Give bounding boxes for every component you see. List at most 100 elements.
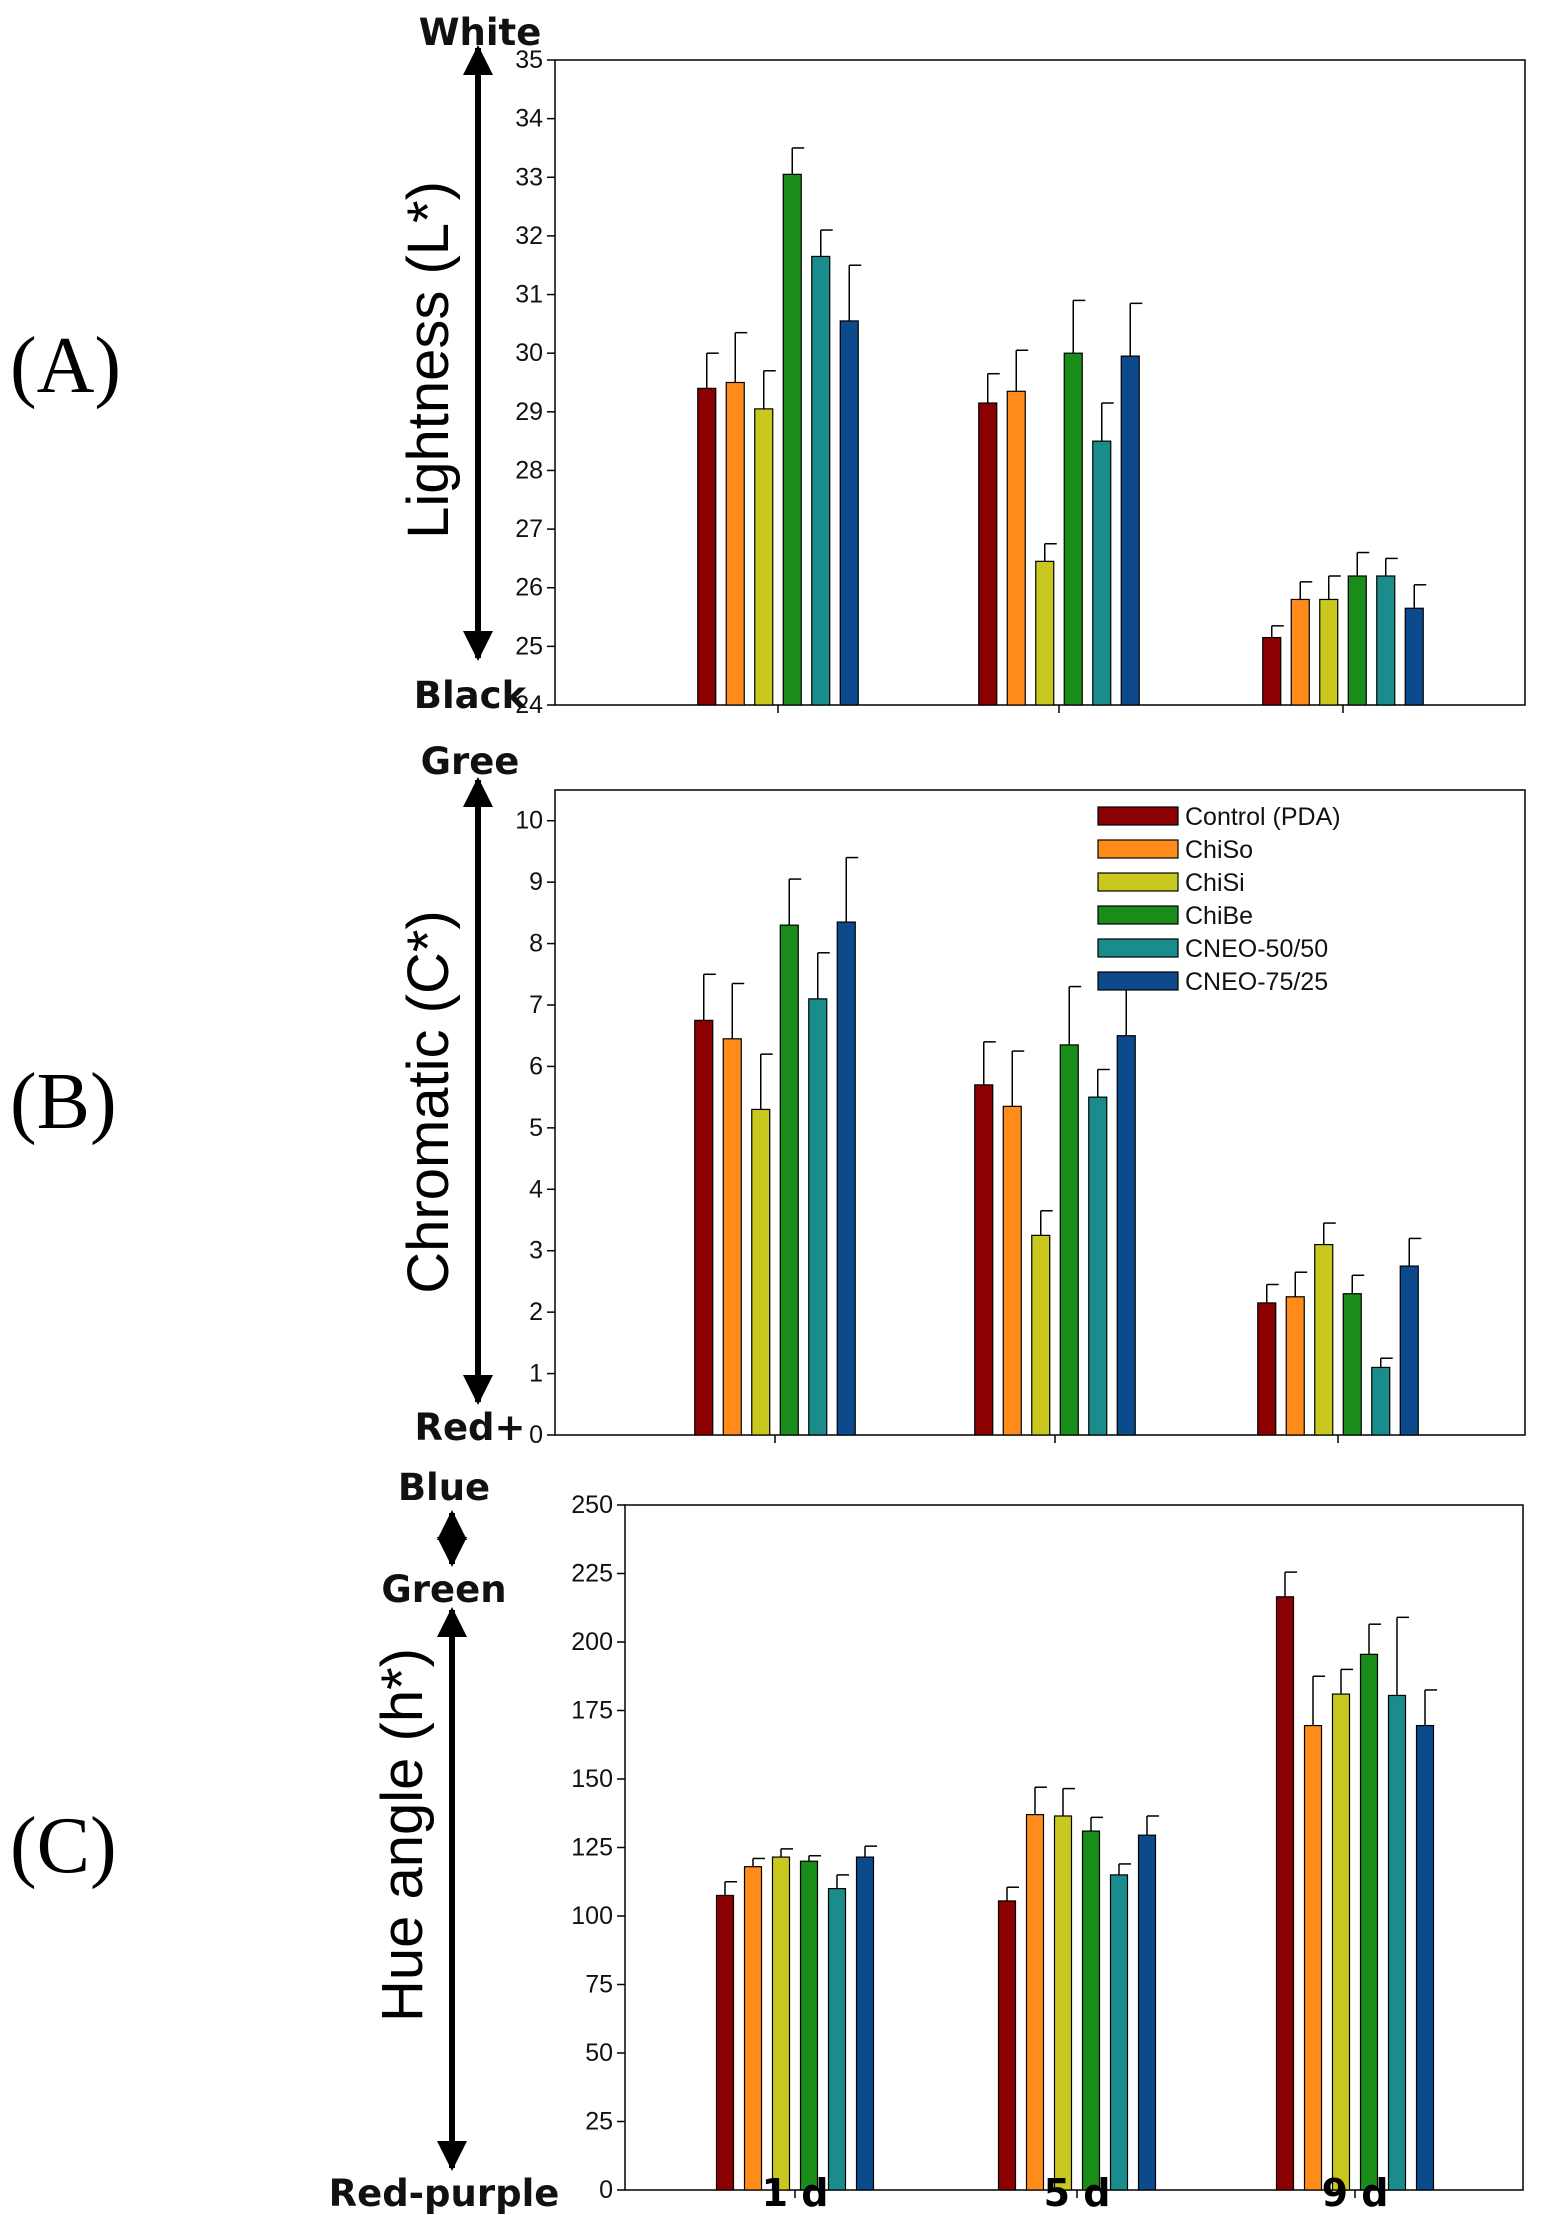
y-tick-label: 75 [585,1971,613,1999]
panel-c-letter: (C) [10,1802,117,1890]
y-tick-label: 1 [529,1360,543,1388]
panel-b-letter: (B) [10,1058,117,1146]
y-tick-label: 0 [599,2176,613,2204]
bar [811,255,831,706]
bar [725,381,745,706]
bar [782,173,802,706]
y-tick-label: 2 [529,1298,543,1326]
panel-a-ylabel: Lightness (L*) [396,181,461,539]
y-tick-label: 150 [571,1765,613,1793]
panel-b-bars [694,856,1422,1436]
bar [1063,352,1083,706]
bar [743,1866,763,2191]
legend-swatch [1097,806,1179,826]
category-label: 1 d [762,2171,829,2215]
y-tick-label: 175 [571,1697,613,1725]
bar [1088,1096,1108,1436]
y-tick-label: 25 [515,632,543,660]
bar [722,1038,742,1436]
y-tick-label: 25 [585,2108,613,2136]
legend-label: ChiSi [1185,869,1245,897]
bar [1120,355,1140,706]
legend-label: ChiSo [1185,836,1253,864]
bar [1031,1234,1051,1436]
category-label: 5 d [1044,2171,1111,2215]
bar [1035,560,1055,706]
legend-label: CNEO-50/50 [1185,935,1328,963]
y-tick-label: 125 [571,1834,613,1862]
bar [1342,1293,1362,1436]
panel-c: (C) Blue Green Red-purple Hue angle (h*)… [10,1466,1524,2215]
bar [974,1084,994,1436]
y-tick-label: 26 [515,574,543,602]
bar [697,387,717,706]
bar [754,408,774,706]
bar [1275,1596,1295,2191]
bar [1404,607,1424,706]
bar [808,998,828,1436]
legend-label: ChiBe [1185,902,1253,930]
y-tick-label: 50 [585,2039,613,2067]
bar [1116,1035,1136,1436]
legend-swatch [1097,938,1179,958]
bar [1109,1874,1129,2191]
bar [997,1900,1017,2191]
bar [1415,1724,1435,2191]
bar [1303,1724,1323,2191]
bar [715,1894,735,2191]
panel-b: (B) Gree Red+ Chromatic (C*) 0 1 2 3 4 5 6 7 8 9 1… [10,740,1526,1449]
bar [1137,1834,1157,2191]
y-tick-label: 31 [515,281,543,309]
bar [978,402,998,706]
panel-a-bottom-label: Black [414,674,528,717]
bar [1359,1653,1379,2191]
bar [1285,1296,1305,1436]
legend: Control (PDA) ChiSo ChiSi ChiBe CNEO-50/50 CN… [1097,803,1341,996]
y-tick-label: 8 [529,930,543,958]
panel-a-bars [697,147,1427,706]
y-tick-label: 0 [529,1421,543,1449]
bar [1059,1044,1079,1436]
y-tick-label: 27 [515,515,543,543]
legend-swatch [1097,839,1179,859]
category-labels: 1 d 5 d 9 d [762,2171,1389,2215]
bar [1387,1694,1407,2191]
bar [1319,598,1339,706]
y-tick-label: 4 [529,1175,543,1203]
y-tick-label: 3 [529,1237,543,1265]
panel-b-bottom-label: Red+ [414,1406,525,1449]
y-tick-label: 28 [515,456,543,484]
y-tick-label: 35 [515,46,543,74]
bar [1092,440,1112,706]
bar [1347,575,1367,706]
bar [855,1856,875,2191]
panel-c-ylabel: Hue angle (h*) [370,1648,435,2022]
bar [827,1887,847,2191]
bar [1262,636,1282,706]
category-label: 9 d [1322,2171,1389,2215]
panel-a-letter: (A) [10,322,121,410]
y-tick-label: 29 [515,398,543,426]
y-tick-label: 100 [571,1902,613,1930]
legend-label: CNEO-75/25 [1185,968,1328,996]
bar [779,924,799,1436]
panel-a: (A) White Black Lightness (L*) 242526272… [10,11,1526,719]
legend-swatch [1097,971,1179,991]
bar [1371,1366,1391,1436]
legend-swatch [1097,905,1179,925]
bar [1025,1814,1045,2191]
y-tick-label: 24 [515,691,543,719]
y-tick-label: 5 [529,1114,543,1142]
bar [839,320,859,706]
panel-c-bars [715,1571,1437,2191]
y-tick-label: 32 [515,222,543,250]
panel-b-ylabel: Chromatic (C*) [396,910,461,1294]
y-tick-label: 30 [515,339,543,367]
bar [1053,1815,1073,2191]
y-tick-label: 9 [529,868,543,896]
y-tick-label: 200 [571,1628,613,1656]
bar [1081,1830,1101,2191]
bar [1331,1693,1351,2191]
y-tick-label: 225 [571,1560,613,1588]
panel-a-ticks: 24 25 26 27 28 29 30 31 32 33 34 35 [515,46,1344,719]
